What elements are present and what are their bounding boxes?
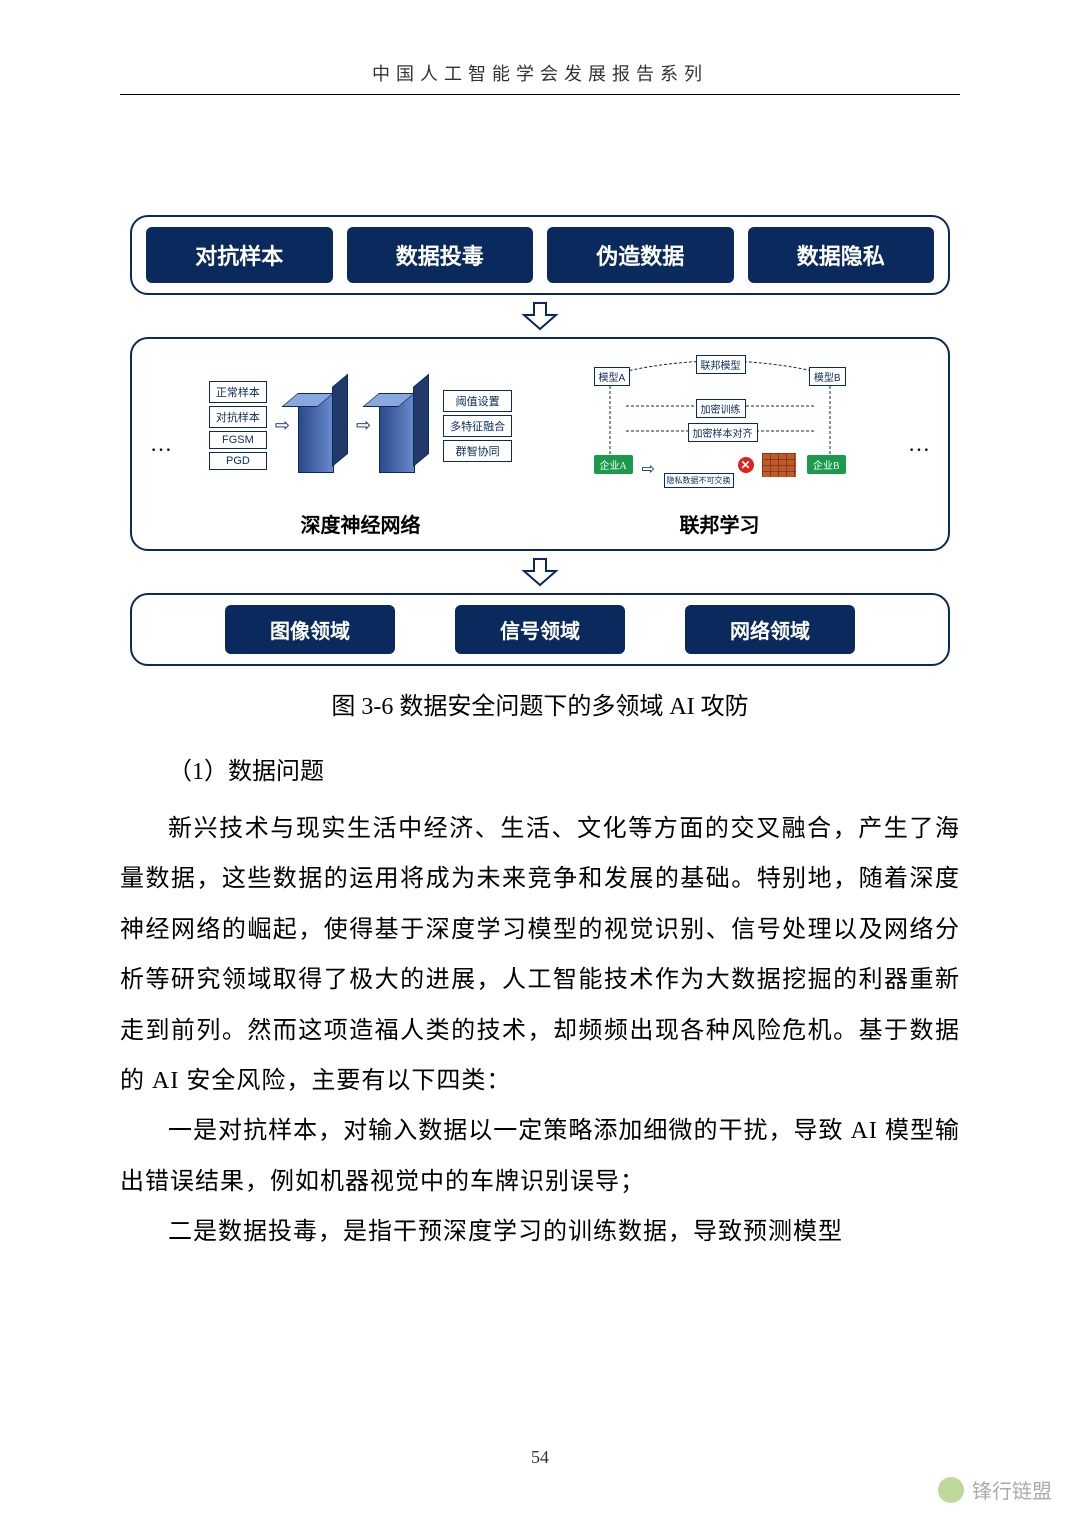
dnn-label: 深度神经网络 [301, 509, 421, 538]
page-number: 54 [0, 1447, 1080, 1468]
paragraph-2: 一是对抗样本，对输入数据以一定策略添加细微的干扰，导致 AI 模型输出错误结果，… [120, 1106, 960, 1207]
node-encrypt-train: 加密训练 [696, 399, 746, 418]
figure-3-6: 对抗样本 数据投毒 伪造数据 数据隐私 … 正常样本 对抗样本 FGS [130, 215, 950, 666]
document-page: 中国人工智能学会发展报告系列 对抗样本 数据投毒 伪造数据 数据隐私 … [0, 0, 1080, 1528]
figure-caption: 图 3-6 数据安全问题下的多领域 AI 攻防 [120, 686, 960, 721]
federated-block: 模型A 联邦模型 模型B 加密训练 加密样本对齐 企业A 企业B ⇨ 隐私数据不… [545, 349, 894, 539]
node-federated: 联邦模型 [696, 355, 746, 374]
pill-privacy: 数据隐私 [748, 227, 935, 283]
domain-image: 图像领域 [225, 605, 395, 654]
input-normal: 正常样本 [209, 381, 267, 403]
federated-label: 联邦学习 [680, 509, 760, 538]
dnn-features: 阈值设置 多特征融合 群智协同 [443, 390, 512, 462]
paragraph-3: 二是数据投毒，是指干预深度学习的训练数据，导致预测模型 [120, 1207, 960, 1257]
ellipsis-right: … [904, 431, 934, 457]
forbid-label: 隐私数据不可交换 [664, 473, 734, 488]
enterprise-b: 企业B [807, 455, 846, 474]
arrow-down-icon [520, 557, 560, 587]
watermark-text: 锋行链盟 [972, 1475, 1052, 1504]
dnn-cube-1-icon [298, 381, 348, 471]
pill-forgery: 伪造数据 [547, 227, 734, 283]
watermark: 锋行链盟 [938, 1475, 1052, 1504]
bottom-domains-box: 图像领域 信号领域 网络领域 [130, 593, 950, 666]
paragraph-1: 新兴技术与现实生活中经济、生活、文化等方面的交叉融合，产生了海量数据，这些数据的… [120, 804, 960, 1106]
cross-icon: ✕ [738, 457, 754, 473]
ellipsis-left: … [146, 431, 176, 457]
input-fgsm: FGSM [209, 431, 267, 449]
arrow-right-icon: ⇨ [275, 415, 290, 436]
middle-methods-box: … 正常样本 对抗样本 FGSM PGD ⇨ ⇨ [130, 337, 950, 551]
watermark-logo-icon [938, 1477, 964, 1503]
pill-poisoning: 数据投毒 [347, 227, 534, 283]
feat-swarm: 群智协同 [443, 440, 512, 462]
arrow-down-icon [520, 301, 560, 331]
domain-signal: 信号领域 [455, 605, 625, 654]
arrow-right-icon: ⇨ [356, 415, 371, 436]
feat-threshold: 阈值设置 [443, 390, 512, 412]
input-pgd: PGD [209, 452, 267, 470]
input-adv: 对抗样本 [209, 406, 267, 428]
pill-adversarial: 对抗样本 [146, 227, 333, 283]
domain-network: 网络领域 [685, 605, 855, 654]
node-model-b: 模型B [809, 367, 846, 386]
dnn-block: 正常样本 对抗样本 FGSM PGD ⇨ ⇨ 阈值设置 多特征融合 群智协同 [186, 349, 535, 539]
node-model-a: 模型A [594, 367, 631, 386]
arrow-right-icon: ⇨ [642, 459, 655, 479]
feat-fusion: 多特征融合 [443, 415, 512, 437]
dnn-cube-2-icon [379, 381, 429, 471]
enterprise-a: 企业A [594, 455, 633, 474]
node-encrypt-align: 加密样本对齐 [688, 423, 758, 442]
dnn-inputs: 正常样本 对抗样本 FGSM PGD [209, 381, 267, 470]
header-series-title: 中国人工智能学会发展报告系列 [120, 60, 960, 95]
top-category-box: 对抗样本 数据投毒 伪造数据 数据隐私 [130, 215, 950, 295]
wall-icon [762, 453, 796, 477]
section-heading: （1）数据问题 [168, 751, 960, 786]
